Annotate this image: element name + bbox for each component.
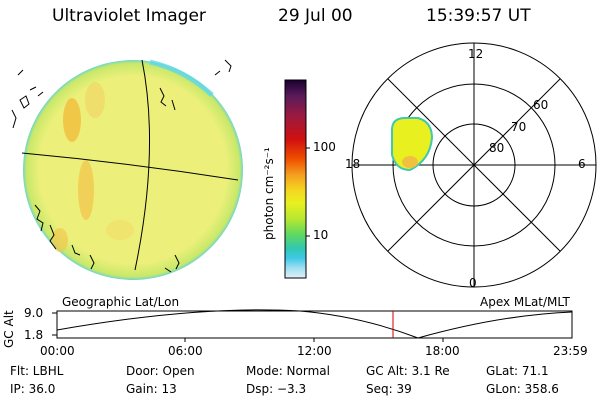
colorbar-tick-100: 100 [313, 140, 336, 154]
time-tick-0000: 00:00 [40, 344, 75, 358]
instrument-title: Ultraviolet Imager [52, 6, 206, 26]
apex-label: Apex MLat/MLT [480, 295, 570, 309]
colorbar [284, 79, 310, 279]
colorbar-tick-10: 10 [313, 228, 329, 242]
time-tick-2359: 23:59 [553, 344, 588, 358]
alt-tick-9: 9.0 [24, 306, 44, 320]
polar-plot [351, 42, 597, 288]
mlt-label-12: 12 [468, 47, 484, 61]
door-info: Door: Open [126, 364, 195, 378]
colorbar-unit-label: photon cm⁻²s⁻¹ [262, 147, 276, 240]
mlt-label-0: 0 [469, 276, 477, 290]
altitude-strip [52, 309, 573, 342]
date-label: 29 Jul 00 [278, 6, 353, 26]
mlat-label-60: 60 [533, 98, 549, 112]
time-label: 15:39:57 UT [426, 6, 531, 26]
dsp-info: Dsp: −3.3 [246, 382, 307, 396]
earth-image [11, 59, 243, 280]
mlat-label-70: 70 [511, 120, 527, 134]
mode-info: Mode: Normal [246, 364, 330, 378]
gain-info: Gain: 13 [126, 382, 177, 396]
alt-tick-1.8: 1.8 [24, 328, 44, 342]
filter-info: Flt: LBHL [10, 364, 64, 378]
glon-info: GLon: 358.6 [486, 382, 559, 396]
mlt-label-6: 6 [578, 157, 586, 171]
ip-info: IP: 36.0 [10, 382, 56, 396]
glat-info: GLat: 71.1 [486, 364, 549, 378]
mlat-label-80: 80 [489, 141, 505, 155]
seq-info: Seq: 39 [366, 382, 412, 396]
mlt-label-18: 18 [345, 157, 361, 171]
time-tick-1200: 12:00 [297, 344, 332, 358]
time-tick-0600: 06:00 [168, 344, 203, 358]
geographic-label: Geographic Lat/Lon [62, 295, 180, 309]
alt-axis-label: GC Alt [2, 310, 16, 348]
time-tick-1800: 18:00 [425, 344, 460, 358]
gc-alt-info: GC Alt: 3.1 Re [366, 364, 450, 378]
